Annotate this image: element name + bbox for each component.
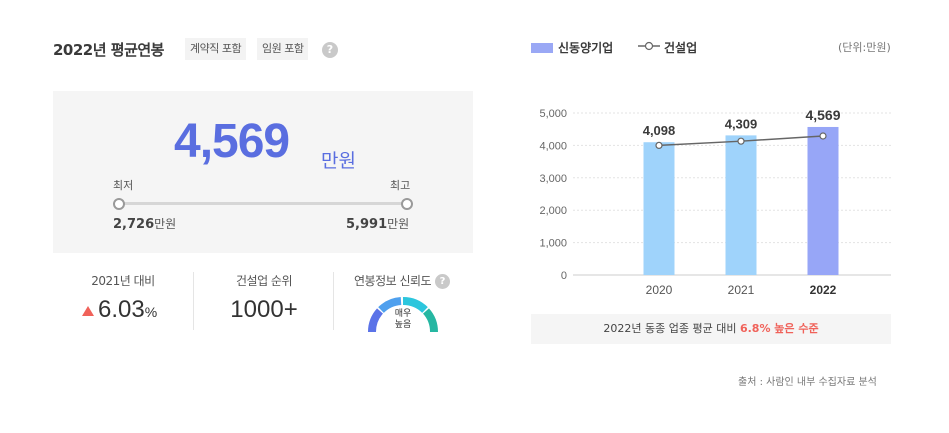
rank-label: 건설업 순위 — [235, 274, 293, 288]
unit-label: (단위:만원) — [838, 41, 891, 54]
x-tick-label: 2022 — [810, 283, 837, 297]
x-tick-label: 2021 — [728, 283, 755, 297]
y-tick-label: 0 — [561, 270, 567, 282]
bar-value-label: 4,098 — [643, 123, 676, 138]
bar — [807, 126, 839, 275]
comparison-highlight: 6.8% 높은 수준 — [739, 322, 819, 335]
source-note: 출처 : 사람인 내부 수집자료 분석 — [738, 377, 877, 388]
rank-value: 1000+ — [230, 296, 298, 323]
range-min-knob — [113, 198, 125, 210]
yoy-unit: % — [144, 304, 158, 320]
legend-company-label: 신동양기업 — [558, 41, 614, 55]
industry-point — [819, 132, 827, 140]
up-arrow-icon — [82, 305, 94, 316]
trust-gauge-icon — [367, 296, 439, 333]
max-label: 최고 — [390, 179, 411, 192]
industry-point — [737, 137, 745, 145]
yoy-value: 6.03% — [82, 296, 157, 324]
legend-industry-label: 건설업 — [664, 41, 698, 55]
bar-value-label: 4,309 — [725, 116, 758, 131]
divider — [193, 272, 194, 330]
y-tick-label: 1,000 — [539, 238, 567, 250]
salary-range-track — [119, 202, 407, 205]
max-salary-unit: 만원 — [387, 217, 410, 231]
yoy-label: 2021년 대비 — [91, 274, 155, 288]
min-salary-value: 2,726 — [113, 217, 155, 232]
y-tick-label: 3,000 — [539, 173, 567, 185]
help-icon[interactable]: ? — [435, 274, 450, 289]
max-salary-value: 5,991 — [346, 217, 388, 232]
min-label: 최저 — [113, 179, 134, 192]
average-salary-value: 4,569 — [174, 115, 290, 168]
help-icon[interactable]: ? — [322, 42, 338, 58]
yoy-number: 6.03 — [98, 296, 145, 323]
average-salary-unit: 만원 — [321, 150, 356, 172]
bar — [643, 142, 675, 275]
industry-point — [655, 141, 663, 149]
max-salary: 5,991만원 — [346, 215, 409, 232]
trust-level-line1: 매우 — [394, 309, 412, 319]
divider — [333, 272, 334, 330]
trust-level-line2: 높음 — [394, 320, 412, 330]
tag-contract: 계약직 포함 — [185, 38, 247, 60]
min-salary: 2,726만원 — [113, 215, 176, 232]
y-tick-label: 2,000 — [539, 205, 567, 217]
range-max-knob — [401, 198, 413, 210]
comparison-box: 2022년 동종 업종 평균 대비 6.8% 높은 수준 — [531, 314, 891, 344]
y-tick-label: 4,000 — [539, 140, 567, 152]
page-title: 2022년 평균연봉 — [53, 41, 164, 59]
y-tick-label: 5,000 — [539, 108, 567, 120]
tag-executive: 임원 포함 — [257, 38, 309, 60]
min-salary-unit: 만원 — [154, 217, 177, 231]
legend-line-icon — [638, 41, 660, 51]
x-tick-label: 2020 — [646, 283, 673, 297]
trust-level: 매우 높음 — [384, 309, 422, 331]
trust-label: 연봉정보 신뢰도 — [354, 274, 432, 288]
legend-bar-swatch — [531, 43, 553, 53]
comparison-text: 2022년 동종 업종 평균 대비 — [603, 322, 740, 335]
bar — [725, 135, 757, 275]
bar-value-label: 4,569 — [805, 107, 840, 123]
salary-summary-box: 4,569 만원 최저 최고 2,726만원 5,991만원 — [53, 91, 473, 253]
